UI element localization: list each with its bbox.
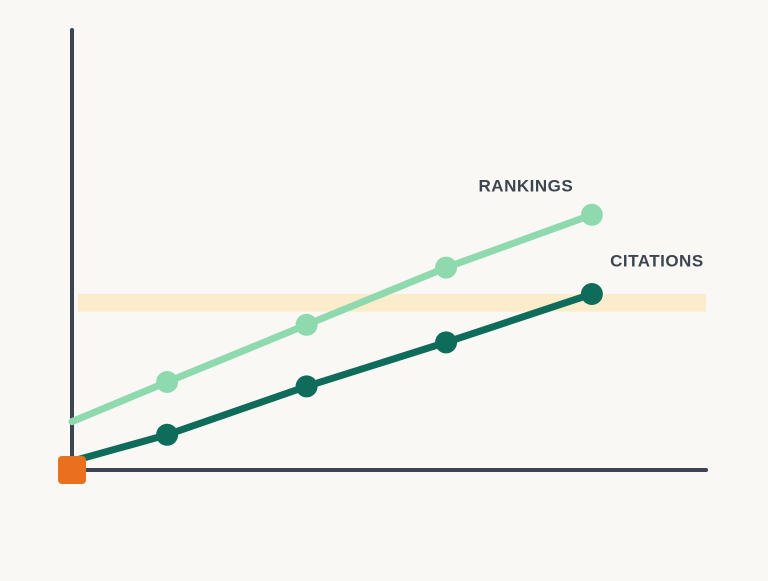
data-point [435, 256, 458, 279]
data-point [156, 423, 179, 446]
series-label: RANKINGS [479, 176, 574, 195]
data-point [435, 331, 458, 354]
data-point [295, 375, 318, 398]
series-label: CITATIONS [610, 251, 704, 270]
data-point [580, 203, 603, 226]
data-point [295, 313, 318, 336]
data-point [580, 283, 603, 305]
reference-band [78, 294, 706, 312]
series-layer: RANKINGS CITATIONS [58, 176, 704, 484]
data-point [156, 371, 179, 393]
origin-marker [58, 456, 86, 484]
band-layer [78, 294, 706, 312]
